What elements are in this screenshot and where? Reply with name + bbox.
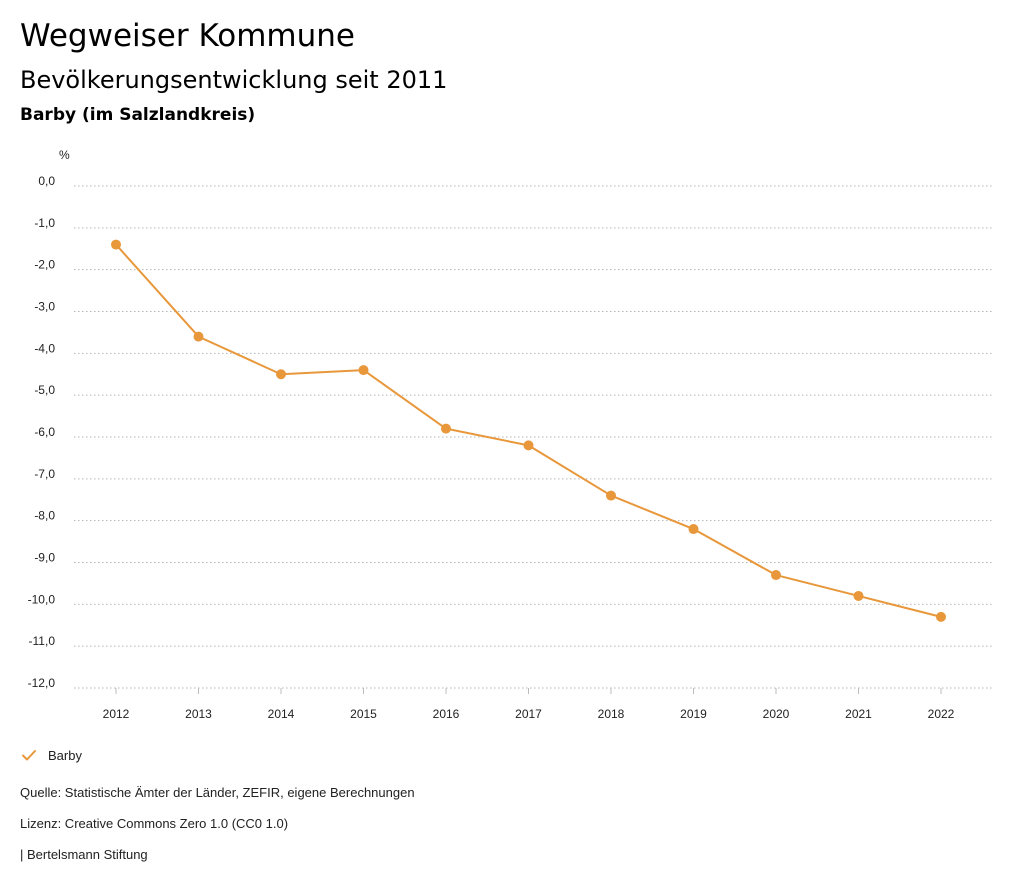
y-tick-label: -1,0 [34,216,55,230]
chart-title: Wegweiser Kommune [20,18,355,54]
x-tick-label: 2022 [928,707,955,721]
data-point [606,490,616,501]
y-tick-label: -11,0 [29,634,56,648]
legend-label: Barby [48,747,82,763]
check-icon [22,750,36,761]
data-point [358,365,369,376]
legend-item-barby[interactable]: Barby [20,744,82,766]
publisher-note: | Bertelsmann Stiftung [20,847,148,862]
y-tick-label: 0,0 [38,174,55,188]
data-point [771,570,781,581]
y-tick-label: -10,0 [28,592,56,606]
x-tick-label: 2019 [680,707,707,721]
chart-subtitle: Bevölkerungsentwicklung seit 2011 [20,66,448,94]
x-tick-label: 2013 [185,707,212,721]
x-tick-label: 2012 [103,707,130,721]
y-tick-label: -5,0 [34,383,55,397]
source-note: Quelle: Statistische Ämter der Länder, Z… [20,785,415,800]
y-tick-label: -2,0 [34,258,55,272]
y-tick-label: -7,0 [34,467,55,481]
data-point [111,239,121,250]
x-tick-label: 2021 [845,707,872,721]
series-line-barby [115,243,942,618]
y-tick-label: -3,0 [34,300,55,314]
x-tick-label: 2014 [268,707,295,721]
data-point [441,423,451,434]
data-point [688,524,699,535]
region-label: Barby (im Salzlandkreis) [20,105,256,125]
x-tick-label: 2015 [350,707,377,721]
y-tick-label: -6,0 [34,425,55,439]
y-tick-label: -4,0 [34,341,55,355]
y-tick-label: -8,0 [34,509,55,523]
line-chart: % 0,0 -1,0 -2,0 -3,0 -4,0 -5,0 -6,0 -7,0 -8,0 -9,0… [28,148,994,721]
y-axis-unit-label: % [59,148,70,162]
x-tick-label: 2020 [763,707,790,721]
x-tick-label: 2018 [598,707,625,721]
license-note: Lizenz: Creative Commons Zero 1.0 (CC0 1… [20,816,289,831]
x-tick-label: 2016 [433,707,460,721]
data-point [276,369,286,380]
data-point [936,611,946,622]
y-tick-label: -9,0 [34,551,55,565]
x-tick-label: 2017 [515,707,542,721]
data-point [523,440,534,451]
y-tick-label: -12,0 [28,676,56,690]
data-point [193,331,204,342]
data-point [853,590,864,601]
